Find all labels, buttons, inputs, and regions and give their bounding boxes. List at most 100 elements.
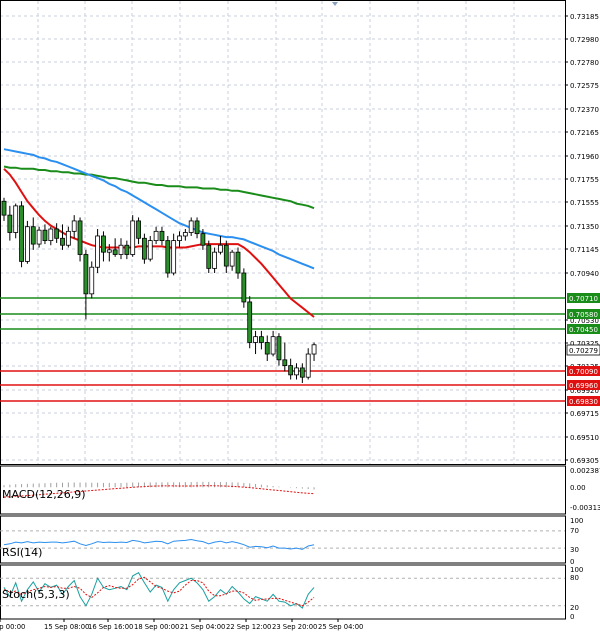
price-tick-label: 0.72370 xyxy=(570,106,599,114)
candle-body xyxy=(159,230,165,242)
price-tick-label: 0.71555 xyxy=(570,199,599,207)
price-tick-label: 0.69305 xyxy=(570,457,599,465)
time-tick-label: 16 Sep 16:00 xyxy=(88,623,133,631)
candle-body xyxy=(54,228,60,239)
candle-body xyxy=(130,220,136,255)
candle-body xyxy=(24,226,30,262)
candlesticks xyxy=(1,197,317,383)
stoch-tick-label: 100 xyxy=(570,566,583,574)
macd-tick-label: -0.003135 xyxy=(570,504,600,512)
level-labels: 0.70710 0.70580 0.70450 0.70090 0.69960 0.698… xyxy=(566,293,600,406)
candle-body xyxy=(153,230,159,242)
candle-body xyxy=(294,367,299,376)
level-label-text: 0.69830 xyxy=(569,398,598,406)
price-tick-label: 0.69510 xyxy=(570,434,599,442)
ma-fast-line xyxy=(3,168,315,318)
level-label-text: 0.70090 xyxy=(569,368,598,376)
price-tick-label: 0.72165 xyxy=(570,129,599,137)
stoch-d-line xyxy=(3,576,315,607)
level-label-text: 0.70710 xyxy=(569,295,598,303)
candle-body xyxy=(235,251,241,274)
candle-body xyxy=(165,240,171,274)
time-tick-label: 23 Sep 20:00 xyxy=(272,623,317,631)
price-tick-label: 0.71350 xyxy=(570,223,599,231)
time-tick-label: 25 Sep 04:00 xyxy=(318,623,363,631)
level-label-box xyxy=(567,366,600,376)
candle-body xyxy=(112,249,118,255)
current-price-text: 0.70279 xyxy=(569,347,598,355)
rsi-tick-label: 0 xyxy=(570,558,574,566)
candle-body xyxy=(218,244,223,253)
stoch-tick-label: 20 xyxy=(570,604,579,612)
candle-body xyxy=(118,244,124,255)
candle-body xyxy=(7,214,13,233)
candle-body xyxy=(136,220,141,239)
candle-body xyxy=(124,244,130,255)
time-tick-label: 14 Sep 00:00 xyxy=(0,623,25,631)
candle-body xyxy=(36,229,42,245)
rsi-tick-label: 70 xyxy=(570,527,579,535)
candle-body xyxy=(223,244,229,267)
candle-body xyxy=(264,342,270,355)
candle-body xyxy=(229,251,235,267)
level-label-text: 0.69960 xyxy=(569,382,598,390)
candle-body xyxy=(241,272,247,303)
candle-body xyxy=(171,240,177,274)
rsi-line xyxy=(3,538,315,550)
candle-body xyxy=(30,226,36,245)
horizontal-levels xyxy=(0,297,565,402)
macd-signal-line xyxy=(3,485,315,498)
level-label-box xyxy=(567,380,600,390)
price-tick-label: 0.73185 xyxy=(570,13,599,21)
candle-body xyxy=(182,232,188,237)
price-tick-label: 0.71960 xyxy=(570,153,599,161)
ma-slow-line xyxy=(3,165,315,210)
candle-body xyxy=(282,359,288,367)
candle-body xyxy=(276,336,282,361)
price-tick-label: 0.70530 xyxy=(570,317,599,325)
candle-body xyxy=(71,220,77,232)
price-tick-label: 0.71755 xyxy=(570,176,599,184)
candle-body xyxy=(212,251,218,269)
time-tick-label: 15 Sep 08:00 xyxy=(44,623,89,631)
moving-averages xyxy=(3,148,315,318)
candle-body xyxy=(258,336,264,343)
rsi-tick-label: 100 xyxy=(570,517,583,525)
level-label-text: 0.70450 xyxy=(569,326,598,334)
scroll-marker-icon xyxy=(332,2,338,6)
macd-tick-label: 0.00 xyxy=(570,484,586,492)
candle-body xyxy=(311,344,317,355)
rsi-label: RSI(14) xyxy=(2,546,42,559)
candle-body xyxy=(147,240,153,260)
macd-label: MACD(12,26,9) xyxy=(2,488,86,501)
macd-pane: 0.002387 0.00 -0.003135 MACD(12,26,9) xyxy=(0,465,600,515)
candle-body xyxy=(89,266,95,295)
price-tick-label: 0.72980 xyxy=(570,36,599,44)
candle-body xyxy=(299,367,305,378)
stoch-tick-label: 80 xyxy=(570,574,579,582)
candle-body xyxy=(1,200,7,216)
stoch-label: Stoch(5,3,3) xyxy=(2,588,70,601)
candle-body xyxy=(194,220,200,235)
price-tick-label: 0.72575 xyxy=(570,82,599,90)
candle-body xyxy=(95,235,100,268)
time-tick-label: 22 Sep 12:00 xyxy=(226,623,271,631)
main-pane-border xyxy=(0,0,566,465)
candle-body xyxy=(101,235,106,253)
price-axis: 0.73185 0.72980 0.72780 0.72575 0.72370 0.721… xyxy=(565,13,599,465)
level-label-box xyxy=(567,324,600,334)
candle-body xyxy=(48,228,54,242)
rsi-pane: 100 70 30 0 RSI(14) xyxy=(0,515,583,566)
price-tick-label: 0.72780 xyxy=(570,59,599,67)
price-tick-label: 0.71145 xyxy=(570,246,599,254)
candle-body xyxy=(77,220,83,255)
rsi-tick-label: 30 xyxy=(570,546,579,554)
rsi-border xyxy=(0,515,566,564)
price-tick-label: 0.69715 xyxy=(570,410,599,418)
candle-body xyxy=(206,244,212,269)
time-tick-label: 18 Sep 00:00 xyxy=(134,623,179,631)
candle-body xyxy=(288,365,294,376)
candle-body xyxy=(65,230,71,246)
